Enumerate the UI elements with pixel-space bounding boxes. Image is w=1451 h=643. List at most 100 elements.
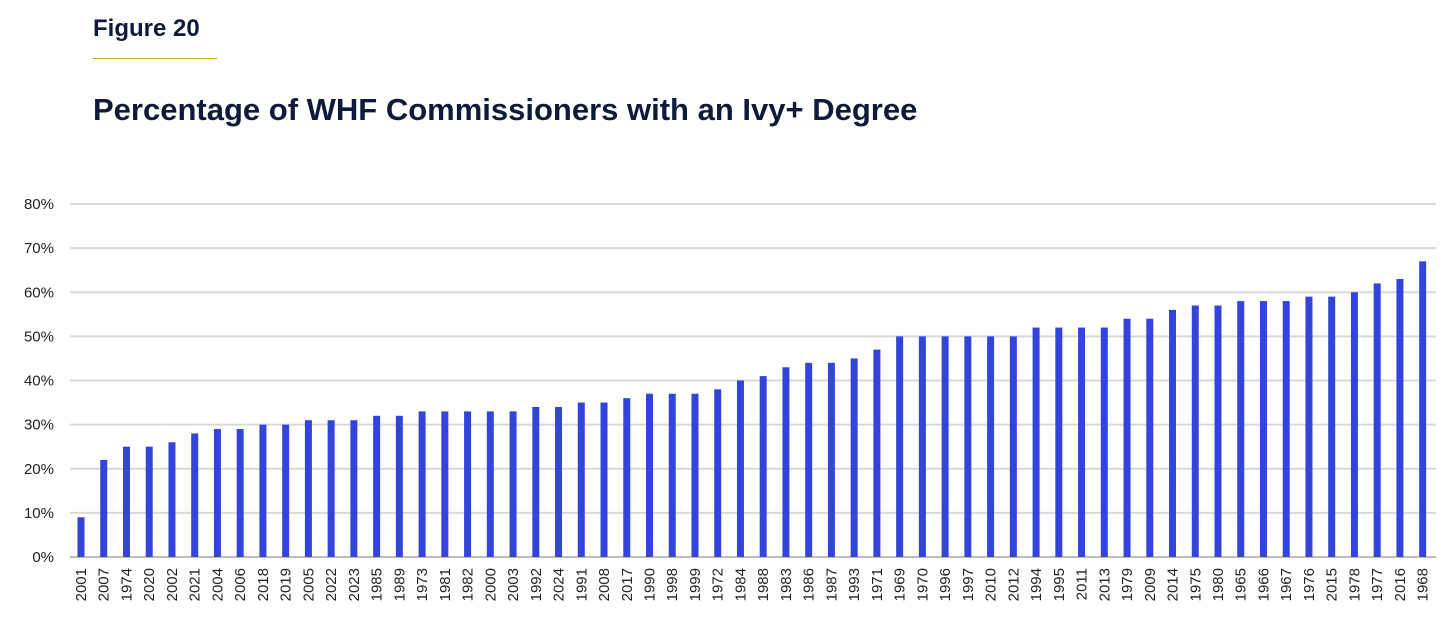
bars [77, 261, 1427, 558]
x-tick-label: 1996 [937, 568, 954, 601]
x-tick-label: 1973 [414, 568, 431, 601]
x-tick-label: 1994 [1028, 568, 1045, 601]
bar [646, 393, 653, 557]
x-tick-label: 2012 [1005, 568, 1022, 601]
bar [327, 420, 335, 557]
x-tick-label: 1979 [1119, 568, 1136, 601]
y-tick-label: 50% [24, 328, 54, 345]
x-axis-ticks: 2001 2007 1974 2020 2002 2021 2004 2006 2018 2019… [73, 568, 1432, 601]
bar [486, 411, 494, 557]
x-tick-label: 2009 [1142, 568, 1159, 601]
bar [987, 336, 995, 558]
bar [1100, 327, 1108, 557]
bar [896, 336, 904, 558]
bar [1328, 296, 1336, 557]
x-tick-label: 2008 [596, 568, 613, 601]
x-tick-label: 1970 [914, 568, 931, 601]
bar [373, 415, 381, 557]
bar [1305, 296, 1313, 557]
x-tick-label: 2018 [255, 568, 272, 601]
bar [918, 336, 926, 558]
bar [236, 429, 244, 557]
bar [600, 402, 608, 557]
bar [1191, 305, 1199, 557]
bar [759, 376, 767, 557]
x-tick-label: 2022 [323, 568, 340, 601]
bar [1282, 301, 1290, 557]
x-tick-label: 2001 [73, 568, 90, 601]
x-tick-label: 1983 [778, 568, 795, 601]
x-tick-label: 1985 [369, 568, 386, 601]
x-tick-label: 1978 [1346, 568, 1363, 601]
x-tick-label: 1972 [710, 568, 727, 601]
x-tick-label: 2003 [505, 568, 522, 601]
x-tick-label: 2024 [551, 568, 568, 601]
x-tick-label: 2023 [346, 568, 363, 601]
bar [1009, 336, 1017, 558]
bar [1237, 301, 1245, 557]
y-tick-label: 30% [24, 417, 54, 434]
x-tick-label: 1991 [573, 568, 590, 601]
x-tick-label: 2006 [232, 568, 249, 601]
bar [1373, 283, 1381, 557]
x-tick-label: 1998 [664, 568, 681, 601]
x-tick-label: 1999 [687, 568, 704, 601]
x-tick-label: 2002 [164, 568, 181, 601]
bar [441, 411, 449, 557]
x-tick-label: 1993 [846, 568, 863, 601]
y-tick-label: 80% [24, 196, 54, 213]
bar [282, 424, 290, 558]
figure-label: Figure 20 [93, 15, 200, 42]
x-tick-label: 1990 [642, 568, 659, 601]
x-tick-label: 1995 [1051, 568, 1068, 601]
x-tick-label: 1986 [801, 568, 818, 601]
x-tick-label: 2021 [187, 568, 204, 601]
bar [191, 433, 199, 557]
bar [1032, 327, 1040, 557]
bar [145, 446, 153, 557]
x-tick-label: 1988 [755, 568, 772, 601]
y-tick-label: 10% [24, 505, 54, 522]
y-tick-label: 70% [24, 240, 54, 257]
bar [304, 420, 312, 557]
bar [213, 429, 221, 557]
bar [259, 424, 267, 558]
bar [350, 420, 358, 557]
bar [418, 411, 426, 557]
bar [964, 336, 972, 558]
bar [577, 402, 585, 557]
bar [736, 380, 744, 557]
y-tick-label: 60% [24, 284, 54, 301]
x-tick-label: 1989 [391, 568, 408, 601]
x-tick-label: 1975 [1187, 568, 1204, 601]
y-tick-label: 20% [24, 461, 54, 478]
figure-label-underline [93, 58, 217, 59]
bar [100, 459, 108, 557]
bar [782, 367, 790, 557]
x-tick-label: 1967 [1278, 568, 1295, 601]
bar [1146, 318, 1154, 557]
x-tick-label: 1977 [1369, 568, 1386, 601]
y-tick-label: 40% [24, 373, 54, 390]
x-tick-label: 1976 [1301, 568, 1318, 601]
bar [873, 349, 881, 557]
bar [1350, 292, 1358, 557]
bar [122, 446, 130, 557]
bar [1259, 301, 1267, 557]
bar [1396, 279, 1404, 557]
bar [532, 406, 540, 557]
x-tick-label: 1992 [528, 568, 545, 601]
bar [714, 389, 722, 557]
y-tick-label: 0% [32, 549, 54, 566]
x-tick-label: 1974 [118, 568, 135, 601]
bar [77, 517, 85, 557]
x-tick-label: 2016 [1392, 568, 1409, 601]
x-tick-label: 1980 [1210, 568, 1227, 601]
x-tick-label: 2017 [619, 568, 636, 601]
bar [941, 336, 949, 558]
x-tick-label: 1982 [460, 568, 477, 601]
x-tick-label: 1987 [823, 568, 840, 601]
x-tick-label: 2013 [1096, 568, 1113, 601]
bar [827, 362, 835, 557]
